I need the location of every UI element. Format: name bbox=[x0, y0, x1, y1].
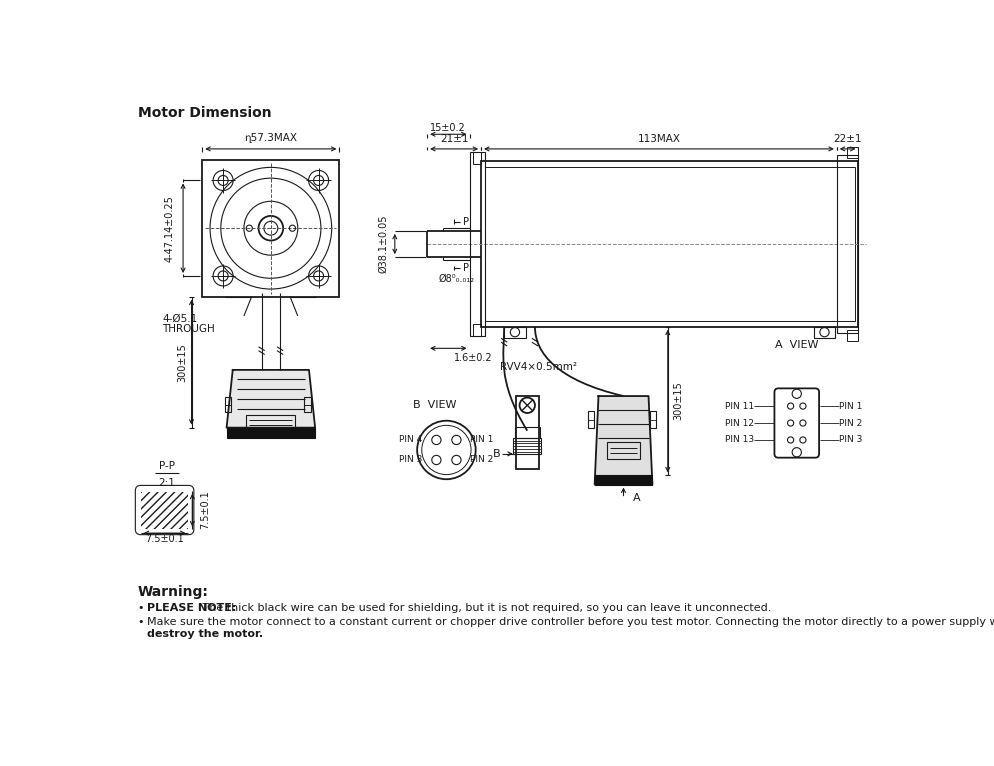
Polygon shape bbox=[594, 396, 652, 485]
Bar bbox=[594, 476, 652, 485]
Text: The thick black wire can be used for shielding, but it is not required, so you c: The thick black wire can be used for shi… bbox=[199, 603, 770, 614]
Bar bbox=[484, 168, 854, 321]
Text: PLEASE NOTE:: PLEASE NOTE: bbox=[147, 603, 236, 614]
Bar bbox=[846, 330, 858, 341]
Bar bbox=[227, 427, 315, 438]
Text: Ø38.1±0.05: Ø38.1±0.05 bbox=[378, 214, 388, 273]
Bar bbox=[515, 427, 539, 438]
Text: 2:1: 2:1 bbox=[158, 479, 175, 489]
Text: THROUGH: THROUGH bbox=[162, 325, 215, 335]
Bar bbox=[202, 159, 339, 296]
Text: 300±15: 300±15 bbox=[673, 381, 683, 421]
Text: 300±15: 300±15 bbox=[177, 343, 187, 381]
Text: B  VIEW: B VIEW bbox=[413, 400, 456, 410]
Text: 1.6±0.2: 1.6±0.2 bbox=[453, 352, 492, 362]
Text: Ø8⁰₀.₀₁₂: Ø8⁰₀.₀₁₂ bbox=[438, 273, 474, 283]
Text: RVV4×0.5mm²: RVV4×0.5mm² bbox=[500, 362, 577, 372]
Text: P: P bbox=[462, 263, 468, 273]
Bar bbox=[587, 411, 593, 428]
Text: PIN 12: PIN 12 bbox=[725, 418, 753, 427]
Text: A: A bbox=[632, 493, 640, 503]
Text: 4-47.14±0.25: 4-47.14±0.25 bbox=[165, 195, 175, 262]
Bar bbox=[813, 327, 834, 339]
Text: •: • bbox=[137, 603, 144, 614]
Text: P: P bbox=[462, 217, 468, 227]
Text: PIN 1: PIN 1 bbox=[470, 435, 493, 444]
Bar bbox=[504, 327, 525, 339]
Text: PIN 2: PIN 2 bbox=[838, 418, 862, 427]
Bar bbox=[304, 397, 310, 412]
Text: PIN 4: PIN 4 bbox=[399, 435, 422, 444]
Text: •: • bbox=[137, 617, 144, 627]
Bar bbox=[473, 152, 480, 164]
Bar bbox=[225, 397, 231, 412]
Text: 7.5±0.1: 7.5±0.1 bbox=[145, 534, 184, 544]
Text: ղ57.3MAX: ղ57.3MAX bbox=[245, 133, 297, 142]
Text: 21±1: 21±1 bbox=[439, 134, 468, 144]
Bar bbox=[473, 324, 480, 336]
Text: PIN 1: PIN 1 bbox=[838, 401, 862, 411]
Bar bbox=[480, 161, 858, 327]
Text: B: B bbox=[492, 449, 500, 459]
Bar bbox=[846, 147, 858, 158]
Bar bbox=[836, 155, 858, 333]
Bar bbox=[649, 411, 656, 428]
Text: PIN 13: PIN 13 bbox=[725, 435, 753, 444]
Polygon shape bbox=[227, 370, 315, 427]
Bar bbox=[515, 396, 539, 470]
Text: Motor Dimension: Motor Dimension bbox=[137, 106, 271, 119]
Bar bbox=[513, 438, 541, 453]
Text: destroy the motor.: destroy the motor. bbox=[147, 629, 262, 639]
Text: 15±0.2: 15±0.2 bbox=[429, 123, 465, 133]
Bar bbox=[141, 492, 188, 529]
Text: PIN 2: PIN 2 bbox=[470, 456, 493, 464]
Text: PIN 11: PIN 11 bbox=[725, 401, 753, 411]
Text: P-P: P-P bbox=[159, 461, 175, 471]
Text: 113MAX: 113MAX bbox=[637, 134, 680, 144]
Text: 7.5±0.1: 7.5±0.1 bbox=[200, 491, 210, 529]
Text: A  VIEW: A VIEW bbox=[774, 340, 818, 350]
Text: 22±1: 22±1 bbox=[833, 134, 861, 144]
Bar bbox=[606, 442, 640, 459]
Text: PIN 3: PIN 3 bbox=[838, 435, 862, 444]
Bar bbox=[469, 152, 484, 336]
Text: PIN 3: PIN 3 bbox=[399, 456, 422, 464]
Text: Warning:: Warning: bbox=[137, 584, 209, 599]
Text: 4-Ø5.1: 4-Ø5.1 bbox=[162, 314, 198, 324]
Text: Make sure the motor connect to a constant current or chopper drive controller be: Make sure the motor connect to a constan… bbox=[147, 617, 994, 627]
Bar bbox=[246, 414, 295, 430]
